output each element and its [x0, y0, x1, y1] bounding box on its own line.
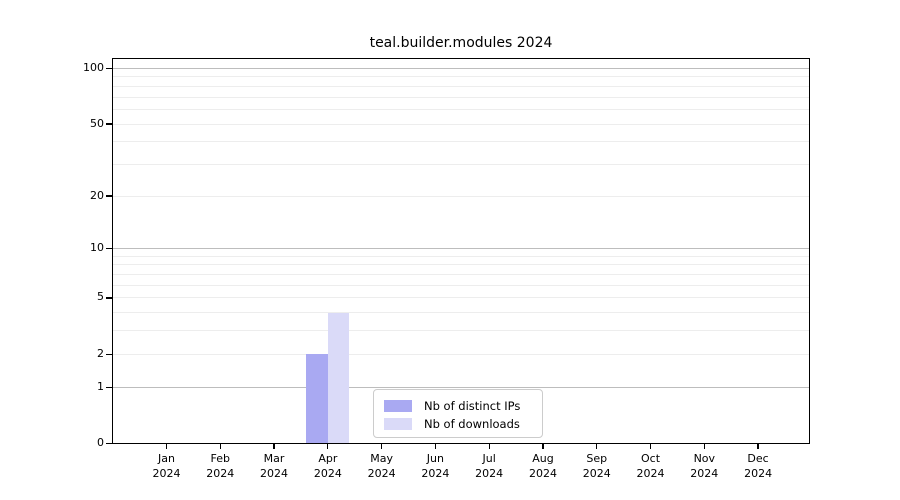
y-axis-tick — [106, 442, 112, 445]
x-label-year: 2024 — [367, 467, 396, 480]
y-axis-tick — [106, 297, 112, 299]
y-axis-tick-label: 1 — [97, 379, 104, 393]
x-label-month: Jan — [158, 451, 175, 465]
y-axis-tick-label: 5 — [97, 290, 104, 304]
x-axis-tick-label: Aug 2024 — [511, 451, 575, 482]
gridline-minor — [112, 123, 810, 125]
x-label-month: Aug — [532, 451, 554, 465]
x-label-month: Dec — [747, 451, 769, 465]
gridline-minor — [112, 108, 810, 110]
x-label-month: Mar — [263, 451, 285, 465]
x-label-month: Jul — [482, 451, 496, 465]
x-label-year: 2024 — [313, 467, 342, 480]
x-axis-tick-label: Nov 2024 — [672, 451, 736, 482]
x-label-year: 2024 — [421, 467, 450, 480]
x-axis-tick-label: Mar 2024 — [242, 451, 306, 482]
gridline-minor — [112, 96, 810, 98]
y-axis-tick-label: 50 — [90, 116, 104, 130]
x-label-month: Sep — [586, 451, 608, 465]
gridline-minor — [112, 312, 810, 314]
x-axis-tick-label: May 2024 — [350, 451, 414, 482]
legend: Nb of distinct IPs Nb of downloads — [373, 389, 543, 438]
x-axis-tick-label: Oct 2024 — [619, 451, 683, 482]
gridline-minor — [112, 284, 810, 286]
y-axis-tick-label: 0 — [97, 436, 104, 449]
x-label-month: Nov — [693, 451, 716, 465]
x-axis-tick-label: Feb 2024 — [188, 451, 252, 482]
gridline-minor — [112, 85, 810, 87]
y-axis-tick-label: 2 — [97, 346, 104, 360]
y-axis-tick — [106, 195, 112, 197]
gridline-major — [112, 67, 810, 69]
x-axis-tick — [327, 443, 329, 449]
x-axis-tick — [649, 443, 652, 449]
x-axis-tick — [434, 443, 437, 449]
x-label-month: Oct — [641, 451, 661, 465]
x-axis-tick — [219, 443, 221, 449]
x-label-year: 2024 — [152, 467, 181, 480]
y-axis-tick — [106, 248, 112, 250]
y-axis-tick — [106, 353, 112, 355]
x-axis-tick-label: Sep 2024 — [565, 451, 629, 482]
x-label-year: 2024 — [690, 467, 719, 480]
x-label-year: 2024 — [582, 467, 611, 480]
x-label-month: Jun — [426, 451, 444, 465]
y-axis-tick — [106, 123, 112, 125]
x-axis-tick — [596, 443, 598, 449]
bar-nb-of-distinct-ips-apr — [306, 354, 328, 444]
y-axis-tick-label: 20 — [90, 188, 104, 202]
legend-swatch-downloads — [384, 418, 412, 430]
bar-nb-of-downloads-apr — [327, 312, 350, 444]
x-axis-tick — [273, 443, 275, 449]
legend-item-distinct-ips: Nb of distinct IPs — [384, 397, 533, 415]
x-label-year: 2024 — [528, 467, 557, 480]
y-axis-tick-label: 100 — [83, 60, 104, 74]
x-label-year: 2024 — [636, 467, 665, 480]
y-axis-tick — [106, 386, 112, 388]
plot-area: 0 1 2 5 10 20 50 100 Jan 2024 Feb 2024 Mar 2024 Apr 202… — [83, 57, 810, 480]
y-axis-tick-label: 10 — [90, 241, 104, 255]
x-label-month: Apr — [318, 451, 338, 465]
gridline-minor — [112, 264, 810, 266]
gridline-minor — [112, 297, 810, 299]
x-axis-tick — [165, 443, 168, 449]
gridline-minor — [112, 330, 810, 332]
x-axis-tick-label: Jan 2024 — [135, 451, 199, 482]
x-axis-tick-label: Jul 2024 — [457, 451, 521, 482]
plot-frame — [112, 57, 810, 444]
x-axis-tick — [380, 443, 383, 449]
gridline-minor — [112, 76, 810, 78]
chart-title: teal.builder.modules 2024 — [369, 35, 553, 51]
x-axis-tick — [542, 443, 544, 449]
x-axis-tick — [757, 443, 759, 449]
x-label-month: May — [370, 451, 393, 465]
legend-label-downloads: Nb of downloads — [424, 417, 520, 431]
x-label-month: Feb — [210, 451, 230, 465]
x-label-year: 2024 — [475, 467, 504, 480]
legend-swatch-distinct-ips — [384, 400, 412, 412]
gridline-minor — [112, 195, 810, 197]
x-axis-tick-label: Dec 2024 — [726, 451, 790, 482]
gridline-major — [112, 248, 810, 250]
gridline-major — [112, 386, 810, 388]
x-label-year: 2024 — [744, 467, 773, 480]
x-label-year: 2024 — [260, 467, 289, 480]
x-axis-tick-label: Apr 2024 — [296, 451, 360, 482]
legend-item-downloads: Nb of downloads — [384, 415, 533, 433]
gridline-minor — [112, 255, 810, 257]
gridline-minor — [112, 163, 810, 165]
gridline-minor — [112, 141, 810, 143]
x-label-year: 2024 — [206, 467, 235, 480]
legend-label-distinct-ips: Nb of distinct IPs — [424, 399, 521, 413]
gridline-minor — [112, 274, 810, 276]
x-axis-tick — [703, 443, 705, 449]
x-axis-tick — [488, 443, 490, 449]
y-axis-tick — [106, 67, 112, 70]
gridline-minor — [112, 353, 810, 355]
x-axis-tick-label: Jun 2024 — [403, 451, 467, 482]
